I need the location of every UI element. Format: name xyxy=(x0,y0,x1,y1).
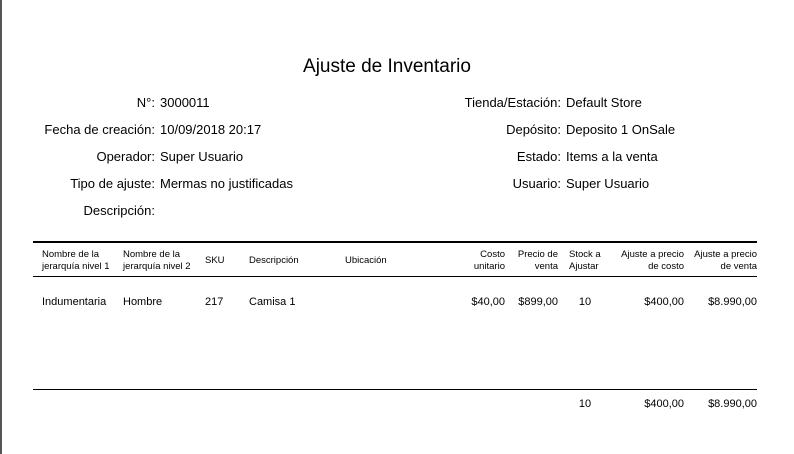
cell-ajuste-costo: $400,00 xyxy=(644,296,684,308)
column-header-stock-ajustar: Ajustar xyxy=(569,261,599,272)
cell-costo-unitario: $40,00 xyxy=(471,296,505,308)
column-header-ajuste-venta: Ajuste a precio xyxy=(694,249,757,260)
total-ajuste-costo: $400,00 xyxy=(644,398,684,410)
column-header-descripcion: Descripción xyxy=(249,255,299,266)
cell-descripcion: Camisa 1 xyxy=(249,296,296,308)
field-value: Super Usuario xyxy=(160,149,244,164)
total-stock: 10 xyxy=(578,398,592,410)
field-label: Operador: xyxy=(96,149,155,164)
cell-sku: 217 xyxy=(205,296,224,308)
column-header-precio-venta: venta xyxy=(534,261,558,272)
table-top-rule xyxy=(33,241,757,243)
field-value: Super Usuario xyxy=(566,176,650,191)
field-label: Estado: xyxy=(516,149,561,164)
column-header-costo-unitario: unitario xyxy=(473,261,505,272)
field-label: Tienda/Estación: xyxy=(464,95,561,110)
cell-precio-venta: $899,00 xyxy=(518,296,558,308)
column-header-precio-venta: Precio de xyxy=(517,249,558,260)
cell-nivel2: Hombre xyxy=(123,296,163,308)
field-label: Fecha de creación: xyxy=(44,122,155,137)
table-totals-rule xyxy=(33,389,757,390)
field-label: Depósito: xyxy=(506,122,561,137)
field-label: Tipo de ajuste: xyxy=(70,176,155,191)
field-value: Deposito 1 OnSale xyxy=(566,122,676,137)
cell-ajuste-venta: $8.990,00 xyxy=(708,296,757,308)
column-header-ajuste-costo: de costo xyxy=(648,261,684,272)
column-header-costo-unitario: Costo xyxy=(480,249,505,260)
column-header-sku: SKU xyxy=(205,255,225,266)
column-header-nivel1: Nombre de la xyxy=(42,249,100,260)
field-value: 3000011 xyxy=(160,95,210,110)
column-header-stock-ajustar: Stock a xyxy=(569,249,601,260)
field-value: Default Store xyxy=(566,95,642,110)
cell-stock-ajustar: 10 xyxy=(578,296,592,308)
field-label: Descripción: xyxy=(83,203,155,218)
column-header-ajuste-venta: de venta xyxy=(720,261,757,272)
table-header-rule xyxy=(33,276,757,277)
field-label: Usuario: xyxy=(512,176,561,191)
field-value: 10/09/2018 20:17 xyxy=(160,122,262,137)
column-header-nivel1: jerarquía nivel 1 xyxy=(42,261,110,272)
field-value: Mermas no justificadas xyxy=(160,176,293,191)
column-header-nivel2: jerarquía nivel 2 xyxy=(123,261,191,272)
column-header-ubicacion: Ubicación xyxy=(345,255,387,266)
document-title: Ajuste de Inventario xyxy=(303,56,471,77)
column-header-ajuste-costo: Ajuste a precio xyxy=(621,249,684,260)
total-ajuste-venta: $8.990,00 xyxy=(708,398,757,410)
field-label: N°: xyxy=(136,95,155,110)
page-left-border xyxy=(0,0,2,454)
cell-nivel1: Indumentaria xyxy=(42,296,107,308)
column-header-nivel2: Nombre de la xyxy=(123,249,181,260)
field-value: Items a la venta xyxy=(566,149,658,164)
